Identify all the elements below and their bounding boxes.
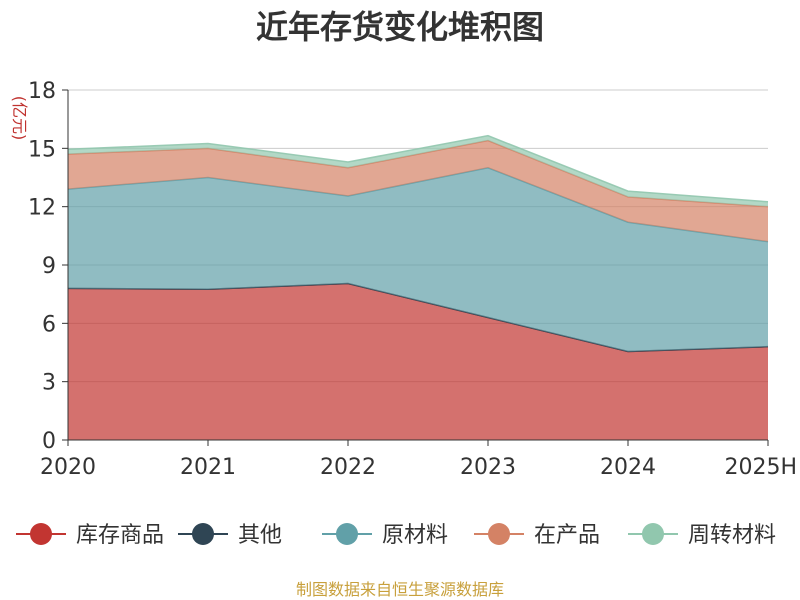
y-axis-label: (亿元) bbox=[10, 96, 29, 141]
y-tick-label: 15 bbox=[28, 137, 56, 162]
legend-label: 其他 bbox=[238, 523, 282, 548]
axes: 0 3 6 9 12 15 18 2020 2021 2022 2023 2024 2025H bbox=[28, 79, 797, 480]
chart-title: 近年存货变化堆积图 bbox=[256, 8, 544, 46]
legend: 库存商品 其他 原材料 在产品 周转材料 bbox=[16, 523, 776, 548]
series-line-4 bbox=[67, 134, 769, 203]
source-note: 制图数据来自恒生聚源数据库 bbox=[296, 580, 504, 599]
legend-label: 在产品 bbox=[534, 523, 600, 548]
y-tick-label: 0 bbox=[42, 429, 56, 454]
y-tick-label: 3 bbox=[42, 371, 56, 396]
legend-marker bbox=[488, 523, 510, 545]
legend-label: 周转材料 bbox=[688, 523, 776, 548]
legend-item-4[interactable]: 周转材料 bbox=[628, 523, 776, 548]
legend-marker bbox=[336, 523, 358, 545]
x-tick-label: 2023 bbox=[460, 455, 516, 480]
x-tick-label: 2025H bbox=[724, 455, 797, 480]
y-tick-label: 9 bbox=[42, 254, 56, 279]
x-tick-label: 2021 bbox=[180, 455, 236, 480]
x-tick-label: 2024 bbox=[600, 455, 656, 480]
y-tick-label: 6 bbox=[42, 312, 56, 337]
legend-item-1[interactable]: 其他 bbox=[178, 523, 282, 548]
legend-marker bbox=[30, 523, 52, 545]
x-tick-label: 2022 bbox=[320, 455, 376, 480]
y-tick-label: 18 bbox=[28, 79, 56, 104]
x-tick-label: 2020 bbox=[40, 455, 96, 480]
y-tick-label: 12 bbox=[28, 196, 56, 221]
legend-label: 原材料 bbox=[382, 523, 448, 548]
area-series-3 bbox=[68, 140, 768, 242]
area-series bbox=[67, 134, 769, 440]
area-series-4 bbox=[68, 135, 768, 207]
area-series-2 bbox=[68, 167, 768, 352]
legend-marker bbox=[642, 523, 664, 545]
area-series-0 bbox=[68, 283, 768, 440]
legend-item-3[interactable]: 在产品 bbox=[474, 523, 600, 548]
legend-marker bbox=[192, 523, 214, 545]
legend-item-2[interactable]: 原材料 bbox=[322, 523, 448, 548]
legend-label: 库存商品 bbox=[76, 523, 164, 548]
legend-item-0[interactable]: 库存商品 bbox=[16, 523, 164, 548]
